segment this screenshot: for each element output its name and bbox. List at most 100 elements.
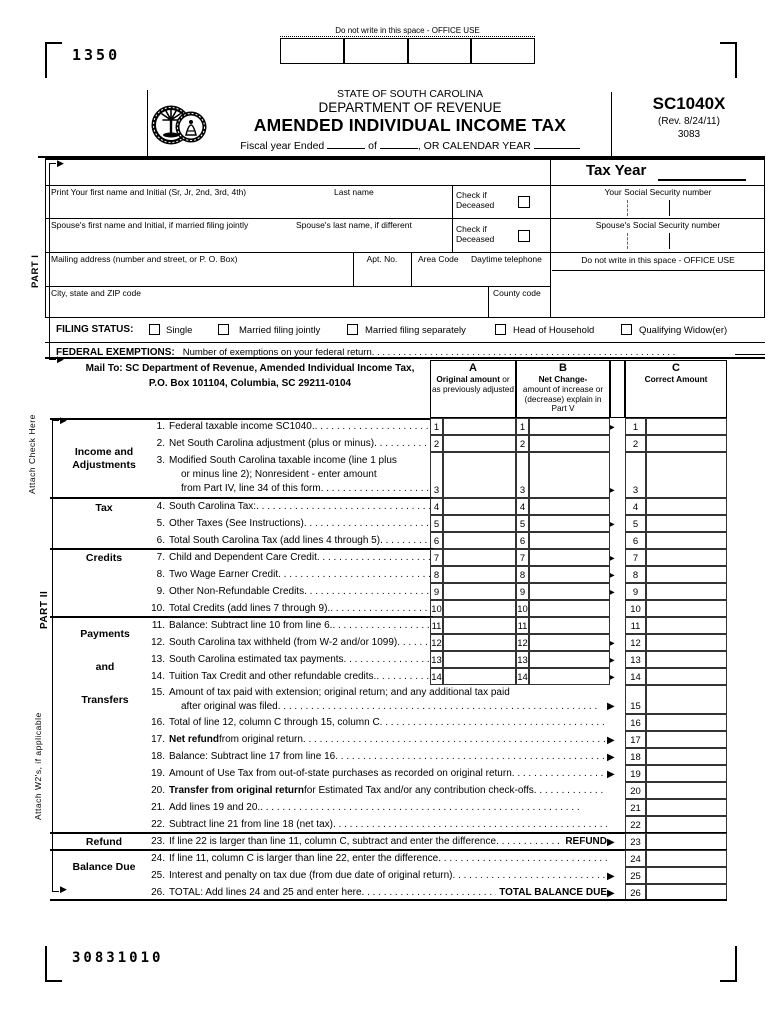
line-14-colB-field[interactable]	[529, 668, 610, 685]
line-9-colC-num: 9	[625, 583, 646, 600]
last-name-field[interactable]: Last name	[334, 187, 374, 197]
line-19-colC-field[interactable]	[646, 765, 727, 782]
line-10-colB-field[interactable]	[529, 600, 610, 617]
filing-status-checkbox-qualifying-widow-er[interactable]	[621, 324, 632, 335]
spouse-ssn-field[interactable]: Spouse's Social Security number	[595, 220, 721, 230]
first-name-field[interactable]: Print Your first name and Initial (Sr, J…	[51, 187, 247, 197]
line-11-colC-field[interactable]	[646, 617, 727, 634]
corner-mark-top-left	[45, 42, 62, 78]
apt-no-field[interactable]: Apt. No.	[366, 254, 398, 264]
fiscal-month-blank[interactable]	[327, 139, 366, 149]
line-9-colA-field[interactable]	[443, 583, 516, 600]
group-separator-rule	[50, 497, 433, 499]
line-2-colC-field[interactable]	[646, 435, 727, 452]
area-code-field[interactable]: Area Code	[418, 254, 459, 264]
daytime-phone-field[interactable]: Daytime telephone	[471, 254, 542, 264]
line-6-colA-field[interactable]	[443, 532, 516, 549]
line-7-colC-field[interactable]	[646, 549, 727, 566]
line-25-colC-field[interactable]	[646, 867, 727, 884]
mailing-address-field[interactable]: Mailing address (number and street, or P…	[51, 254, 238, 264]
line-8-number: 8.	[156, 568, 165, 580]
line-9-colB-field[interactable]	[529, 583, 610, 600]
line-5-colC-field[interactable]	[646, 515, 727, 532]
line-22-colC-field[interactable]	[646, 816, 727, 833]
your-ssn-field[interactable]: Your Social Security number	[604, 187, 712, 197]
line-13-colC-field[interactable]	[646, 651, 727, 668]
line-12-colB-field[interactable]	[529, 634, 610, 651]
line-1-colA-field[interactable]	[443, 418, 516, 435]
line-5-colB-field[interactable]	[529, 515, 610, 532]
line-4-colA-field[interactable]	[443, 498, 516, 515]
group-label-credits: Credits	[85, 552, 123, 564]
county-code-field[interactable]: County code	[493, 288, 541, 298]
dotted-leader	[332, 619, 431, 633]
line-1-colB-field[interactable]	[529, 418, 610, 435]
line-18-colC-field[interactable]	[646, 748, 727, 765]
line-3-arrow-icon: ▶	[607, 485, 615, 496]
line-13-colA-field[interactable]	[443, 651, 516, 668]
column-a-subtitle: or as previously adjusted	[431, 373, 515, 394]
filing-status-checkbox-married-filing-jointly[interactable]	[218, 324, 229, 335]
line-20-colC-field[interactable]	[646, 782, 727, 799]
line-7-colA-field[interactable]	[443, 549, 516, 566]
filing-status-checkbox-head-of-household[interactable]	[495, 324, 506, 335]
federal-exemptions-blank[interactable]	[735, 345, 765, 355]
line-17-colC-field[interactable]	[646, 731, 727, 748]
line-8-colB-field[interactable]	[529, 566, 610, 583]
line-9-row: 9. Other Non-Refundable Credits ▶ 9 9 9	[45, 583, 765, 600]
line-4-colC-field[interactable]	[646, 498, 727, 515]
line-11-colA-field[interactable]	[443, 617, 516, 634]
filing-status-option-qualifying-widow-er: Qualifying Widow(er)	[639, 325, 728, 336]
line-6-colC-field[interactable]	[646, 532, 727, 549]
line-10-colC-field[interactable]	[646, 600, 727, 617]
calendar-year-blank[interactable]	[533, 139, 580, 149]
line-1-colA-num: 1	[430, 418, 443, 435]
line-23-colC-field[interactable]	[646, 833, 727, 850]
line-6-colB-field[interactable]	[529, 532, 610, 549]
line-5-colA-field[interactable]	[443, 515, 516, 532]
line-12-colA-field[interactable]	[443, 634, 516, 651]
line-1-colC-field[interactable]	[646, 418, 727, 435]
spouse-first-name-field[interactable]: Spouse's first name and Initial, if marr…	[51, 220, 249, 230]
line-21-text-0: Add lines 19 and 20.	[169, 801, 261, 813]
line-20-number: 20.	[151, 784, 165, 796]
taxpayer-deceased-checkbox[interactable]	[518, 196, 530, 208]
line-8-colA-field[interactable]	[443, 566, 516, 583]
line-2-colB-field[interactable]	[529, 435, 610, 452]
line-10-colA-field[interactable]	[443, 600, 516, 617]
tax-year-blank[interactable]	[658, 179, 746, 181]
filing-status-checkbox-married-filing-separately[interactable]	[347, 324, 358, 335]
line-8-colC-field[interactable]	[646, 566, 727, 583]
line-13-colC-num: 13	[625, 651, 646, 668]
line-4-colB-field[interactable]	[529, 498, 610, 515]
line-3-colA-num: 3	[430, 452, 443, 498]
spouse-last-name-field[interactable]: Spouse's last name, if different	[296, 220, 412, 230]
line-15-colC-field[interactable]	[646, 685, 727, 714]
line-3-colA-field[interactable]	[443, 452, 516, 498]
line-15-row: 15. Amount of tax paid with extension; or…	[45, 685, 765, 714]
line-13-colB-field[interactable]	[529, 651, 610, 668]
fiscal-year-blank[interactable]	[379, 139, 418, 149]
line-11-colB-field[interactable]	[529, 617, 610, 634]
line-1-number: 1.	[156, 420, 165, 432]
city-state-zip-field[interactable]: City, state and ZIP code	[51, 288, 141, 298]
line-14-colC-field[interactable]	[646, 668, 727, 685]
line-2-description: 2. Net South Carolina adjustment (plus or…	[145, 435, 431, 452]
line-21-colC-field[interactable]	[646, 799, 727, 816]
line-7-colB-num: 7	[516, 549, 529, 566]
deceased-text: Deceased	[456, 199, 495, 210]
filing-status-checkbox-single[interactable]	[149, 324, 160, 335]
line-9-colC-field[interactable]	[646, 583, 727, 600]
line-14-colC-num: 14	[625, 668, 646, 685]
line-14-colA-field[interactable]	[443, 668, 516, 685]
line-3-colC-field[interactable]	[646, 452, 727, 498]
line-2-colA-field[interactable]	[443, 435, 516, 452]
line-24-colC-field[interactable]	[646, 850, 727, 867]
line-3-colB-field[interactable]	[529, 452, 610, 498]
line-7-colB-field[interactable]	[529, 549, 610, 566]
line-20-text-1: for Estimated Tax and/or any contributio…	[304, 784, 534, 796]
spouse-deceased-checkbox[interactable]	[518, 230, 530, 242]
line-16-colC-field[interactable]	[646, 714, 727, 731]
line-12-colC-field[interactable]	[646, 634, 727, 651]
line-26-tail-label: TOTAL BALANCE DUE	[499, 886, 607, 898]
